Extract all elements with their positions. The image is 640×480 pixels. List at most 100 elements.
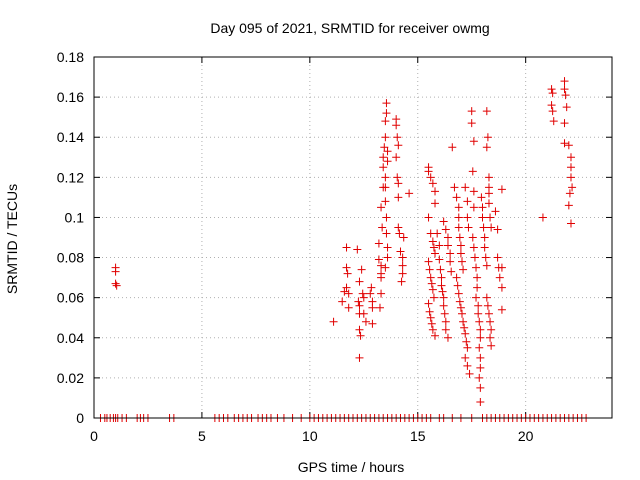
data-point (428, 285, 437, 294)
data-point (495, 273, 504, 282)
data-point (476, 383, 485, 392)
data-point (355, 301, 364, 310)
data-point (469, 203, 478, 212)
data-point (484, 199, 493, 208)
data-point (382, 213, 391, 222)
data-point (383, 253, 392, 262)
data-point (463, 361, 472, 370)
y-tick-label: 0.16 (57, 89, 84, 105)
axis-ticks: 0 0.02 0.04 0.06 0.08 0.1 0.12 0.14 0.16 0.18 0 5 10… (57, 49, 612, 444)
x-tick-label: 5 (198, 428, 206, 444)
data-point (459, 317, 468, 326)
data-point (482, 261, 491, 270)
data-point (454, 213, 463, 222)
data-point (487, 341, 496, 350)
data-point (429, 293, 438, 302)
data-point (405, 189, 414, 198)
data-point (424, 257, 433, 266)
data-point (484, 173, 493, 182)
data-point (356, 331, 365, 340)
data-point (566, 163, 575, 172)
data-point (473, 283, 482, 292)
data-point (450, 183, 459, 192)
data-point (484, 189, 493, 198)
data-point (431, 331, 440, 340)
data-point (368, 303, 377, 312)
data-point (357, 265, 366, 274)
data-point (493, 253, 502, 262)
data-point (443, 233, 452, 242)
data-point (441, 325, 450, 334)
data-point (429, 243, 438, 252)
data-point (497, 263, 506, 272)
data-point (398, 253, 407, 262)
data-point (111, 267, 120, 276)
data-point (566, 173, 575, 182)
data-point (378, 223, 387, 232)
data-point (433, 229, 442, 238)
data-point (548, 89, 557, 98)
chart-title: Day 095 of 2021, SRMTID for receiver owm… (210, 20, 489, 36)
data-point (469, 137, 478, 146)
data-point (428, 325, 437, 334)
data-point (483, 133, 492, 142)
data-point (497, 305, 506, 314)
data-point (437, 273, 446, 282)
data-point (428, 179, 437, 188)
data-point (381, 183, 390, 192)
data-point (431, 249, 440, 258)
data-point (424, 299, 433, 308)
data-point (456, 241, 465, 250)
x-tick-label: 15 (410, 428, 426, 444)
y-tick-label: 0.18 (57, 49, 84, 65)
data-point (461, 353, 470, 362)
data-point (392, 153, 401, 162)
data-point (355, 277, 364, 286)
data-point (354, 297, 363, 306)
data-point (474, 309, 483, 318)
data-point (452, 193, 461, 202)
data-point (426, 173, 435, 182)
data-point (342, 263, 351, 272)
data-point (377, 203, 386, 212)
y-tick-label: 0.04 (57, 330, 84, 346)
data-point (392, 121, 401, 130)
data-point (457, 257, 466, 266)
data-point (487, 223, 496, 232)
data-point (428, 237, 437, 246)
data-point (380, 143, 389, 152)
data-point (435, 241, 444, 250)
data-point (457, 309, 466, 318)
data-point (344, 303, 353, 312)
data-point (479, 223, 488, 232)
data-point (440, 309, 449, 318)
data-point (437, 281, 446, 290)
data-point (383, 157, 392, 166)
data-point (393, 133, 402, 142)
x-tick-label: 0 (90, 428, 98, 444)
data-point (368, 319, 377, 328)
x-tick-label: 20 (518, 428, 534, 444)
y-tick-label: 0.1 (65, 209, 85, 225)
data-point (480, 233, 489, 242)
data-point (396, 247, 405, 256)
data-point (446, 257, 455, 266)
data-point (476, 325, 485, 334)
data-point (441, 317, 450, 326)
data-point (381, 117, 390, 126)
data-point (475, 317, 484, 326)
data-point (355, 353, 364, 362)
data-point (377, 273, 386, 282)
data-point (461, 329, 470, 338)
data-point (381, 263, 390, 272)
data-point (329, 317, 338, 326)
data-point (443, 333, 452, 342)
data-point (425, 265, 434, 274)
data-point (448, 143, 457, 152)
data-point (462, 337, 471, 346)
data-point (383, 147, 392, 156)
data-point (565, 189, 574, 198)
data-point (464, 223, 473, 232)
data-point (427, 279, 436, 288)
